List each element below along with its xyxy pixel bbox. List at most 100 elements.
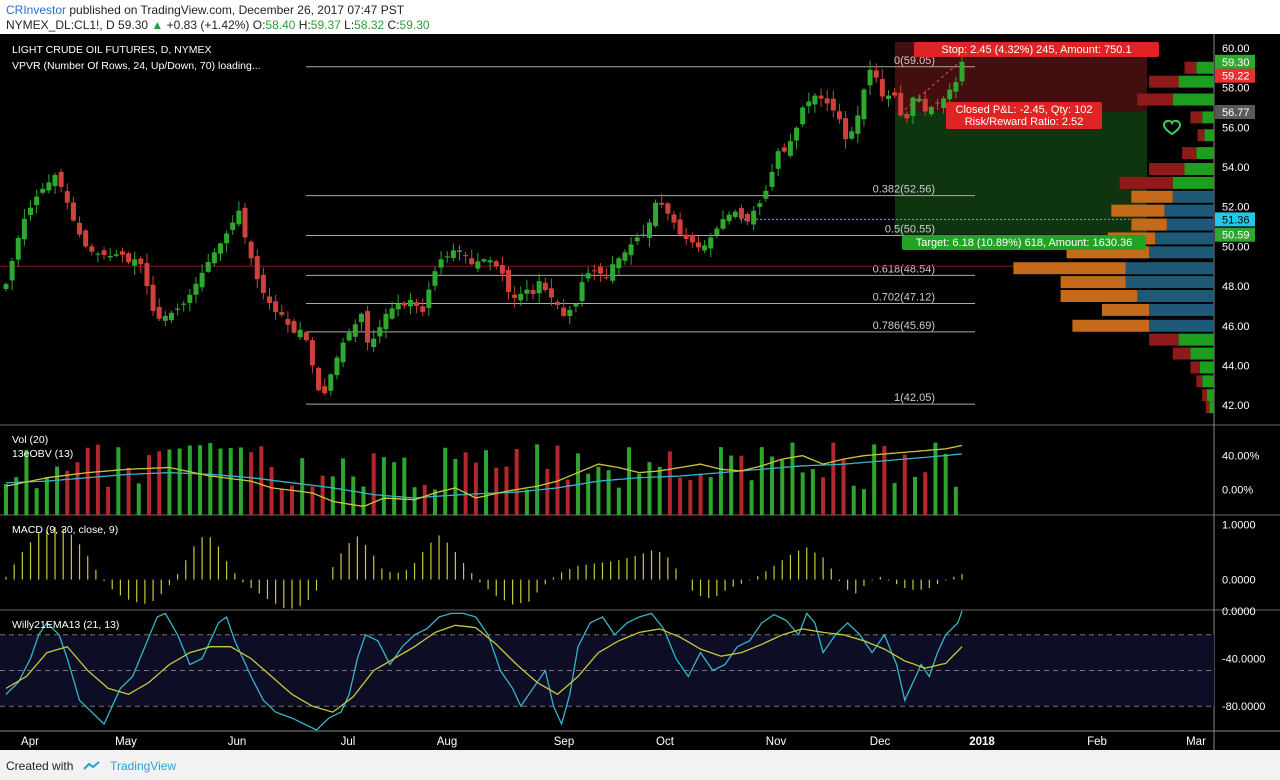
vpvr-row-up bbox=[1196, 61, 1214, 74]
volume-bar bbox=[198, 445, 203, 515]
time-axis-tick: Feb bbox=[1087, 736, 1107, 748]
volume-bar bbox=[473, 462, 478, 515]
target-label-box bbox=[902, 235, 1146, 250]
volume-bar bbox=[524, 489, 529, 515]
volume-bar bbox=[739, 455, 744, 515]
candle-body bbox=[463, 255, 469, 257]
volume-bar bbox=[269, 466, 274, 515]
tradingview-brand-link[interactable]: TradingView bbox=[110, 759, 177, 773]
fib-level-label: 0.786(45.69) bbox=[873, 320, 935, 332]
volume-bar bbox=[698, 473, 703, 515]
candle-body bbox=[732, 211, 738, 217]
vpvr-row-up bbox=[1149, 246, 1214, 259]
candle-body bbox=[959, 61, 965, 82]
fib-level-label: 0.618(48.54) bbox=[873, 263, 935, 275]
volume-bar bbox=[831, 442, 836, 515]
vpvr-row-down bbox=[1131, 190, 1173, 203]
candle-body bbox=[879, 78, 885, 97]
candle-body bbox=[395, 303, 401, 310]
volume-bar bbox=[289, 485, 294, 515]
candle-body bbox=[745, 214, 751, 222]
time-axis-tick: Mar bbox=[1186, 736, 1206, 748]
volume-bar bbox=[422, 484, 427, 515]
candle-body bbox=[640, 234, 646, 236]
vpvr-row-down bbox=[1149, 333, 1179, 346]
vpvr-row-down bbox=[1101, 303, 1150, 316]
volume-bar bbox=[647, 462, 652, 515]
candle-body bbox=[309, 340, 315, 366]
candle-body bbox=[885, 95, 891, 99]
candle-body bbox=[358, 313, 364, 323]
time-axis-tick: May bbox=[115, 736, 137, 748]
candle-body bbox=[726, 214, 732, 222]
price-change: +0.83 (+1.42%) bbox=[166, 18, 250, 32]
willy-pane-title: Willy21EMA13 (21, 13) bbox=[12, 619, 119, 631]
candle-body bbox=[941, 98, 947, 109]
volume-bar bbox=[841, 459, 846, 515]
vpvr-row-down bbox=[1184, 61, 1197, 74]
author-link[interactable]: CRInvestor bbox=[6, 3, 67, 17]
candle-body bbox=[217, 243, 223, 254]
obv-pane-subtitle: 13eOBV (13) bbox=[12, 448, 73, 460]
candle-body bbox=[751, 210, 757, 225]
volume-bar bbox=[494, 467, 499, 515]
candle-body bbox=[420, 306, 426, 312]
candle-body bbox=[769, 171, 775, 187]
candle-body bbox=[46, 182, 52, 191]
fib-level-label: 0.382(52.56) bbox=[873, 184, 935, 196]
volume-pane-title: Vol (20) bbox=[12, 434, 48, 446]
candle-body bbox=[530, 289, 536, 295]
candle-body bbox=[481, 259, 487, 262]
volume-bar bbox=[810, 469, 815, 515]
candle-body bbox=[910, 97, 916, 116]
vpvr-row-down bbox=[1111, 204, 1165, 217]
candle-body bbox=[389, 308, 395, 319]
volume-bar bbox=[228, 448, 233, 515]
volume-bar bbox=[627, 447, 632, 515]
candle-body bbox=[15, 237, 21, 260]
volume-bar bbox=[157, 451, 162, 515]
volume-bar bbox=[167, 449, 172, 515]
symbol-name: NYMEX_DL:CL1!, D bbox=[6, 18, 115, 32]
candle-body bbox=[536, 281, 542, 294]
candle-body bbox=[487, 260, 493, 263]
candle-body bbox=[297, 329, 303, 338]
candle-body bbox=[193, 283, 199, 295]
candle-body bbox=[493, 261, 499, 267]
price-pane-title: LIGHT CRUDE OIL FUTURES, D, NYMEX bbox=[12, 44, 212, 56]
candle-body bbox=[671, 214, 677, 223]
candle-body bbox=[659, 202, 665, 205]
candle-body bbox=[175, 308, 181, 310]
volume-bar bbox=[44, 477, 49, 515]
candle-body bbox=[567, 309, 573, 316]
candle-body bbox=[818, 95, 824, 99]
candle-body bbox=[52, 174, 58, 187]
candle-body bbox=[499, 264, 505, 274]
target-label-text: Target: 6.18 (10.89%) 618, Amount: 1630.… bbox=[916, 237, 1132, 249]
candle-body bbox=[904, 114, 910, 119]
vpvr-row-down bbox=[1197, 129, 1205, 142]
chart-canvas[interactable]: 0(59.05) 0.382(52.56) 0.5(50.55) 0.618(48.5… bbox=[0, 34, 1280, 750]
candle-body bbox=[401, 302, 407, 306]
candle-body bbox=[40, 188, 46, 193]
volume-bar bbox=[34, 488, 39, 515]
vpvr-row-up bbox=[1199, 361, 1214, 374]
candle-body bbox=[775, 151, 781, 169]
candle-body bbox=[573, 303, 579, 307]
candle-body bbox=[475, 261, 481, 269]
candle-body bbox=[634, 237, 640, 242]
candle-body bbox=[738, 208, 744, 219]
candle-body bbox=[162, 315, 168, 321]
candle-body bbox=[126, 253, 132, 263]
volume-bar bbox=[872, 444, 877, 515]
tradingview-logo-icon bbox=[83, 761, 100, 770]
willy-ema-line bbox=[5, 624, 963, 713]
price-axis-tick: 54.00 bbox=[1222, 162, 1250, 174]
candle-body bbox=[230, 222, 236, 231]
candle-body bbox=[77, 222, 83, 235]
candle-body bbox=[708, 237, 714, 249]
candle-body bbox=[555, 301, 561, 305]
vpvr-row-down bbox=[1149, 162, 1185, 175]
candle-body bbox=[9, 261, 15, 281]
candle-body bbox=[322, 386, 328, 394]
